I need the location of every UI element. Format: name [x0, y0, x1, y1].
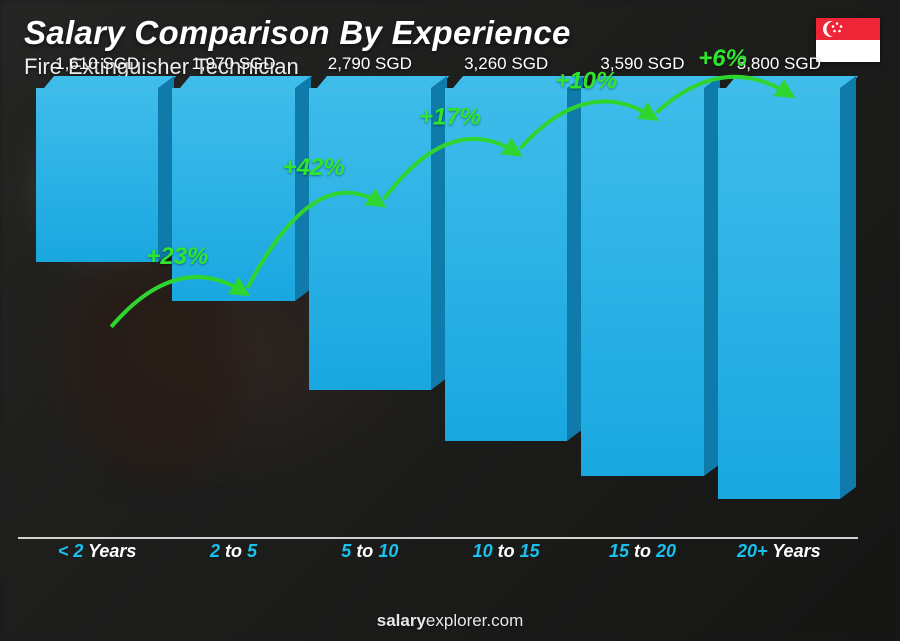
footer-brand-bold: salary — [377, 611, 426, 630]
bar-top-face — [726, 76, 858, 88]
bar-slot: 3,260 SGD — [445, 88, 567, 539]
bar: 3,800 SGD — [718, 88, 840, 499]
bar-top-face — [44, 76, 176, 88]
bar-slot: 1,970 SGD — [172, 88, 294, 539]
bar-front — [309, 88, 431, 390]
x-axis-label: 5 to 10 — [309, 541, 431, 569]
bar: 1,970 SGD — [172, 88, 294, 301]
x-axis-label: 2 to 5 — [172, 541, 294, 569]
x-axis-label: 15 to 20 — [581, 541, 703, 569]
bar-top-face — [180, 76, 312, 88]
bar-slot: 2,790 SGD — [309, 88, 431, 539]
bar-front — [172, 88, 294, 301]
bar-top-face — [453, 76, 585, 88]
bar-front — [581, 88, 703, 476]
bar: 1,610 SGD — [36, 88, 158, 262]
bar-value-label: 3,800 SGD — [693, 54, 864, 74]
bar-front — [445, 88, 567, 441]
x-axis-labels: < 2 Years 2 to 5 5 to 10 10 to 15 15 to 20 20… — [28, 541, 848, 569]
bar-slot: 3,800 SGD — [718, 88, 840, 539]
baseline — [18, 537, 858, 539]
footer-brand: salaryexplorer.com — [0, 611, 900, 631]
x-axis-label: 10 to 15 — [445, 541, 567, 569]
x-axis-label: 20+ Years — [718, 541, 840, 569]
bar-slot: 3,590 SGD — [581, 88, 703, 539]
bar-top-face — [589, 76, 721, 88]
bar-side-face — [840, 76, 856, 499]
bar-slot: 1,610 SGD — [36, 88, 158, 539]
bar: 2,790 SGD — [309, 88, 431, 390]
bars-container: 1,610 SGD1,970 SGD2,790 SGD3,260 SGD3,59… — [28, 88, 848, 539]
bar: 3,260 SGD — [445, 88, 567, 441]
x-axis-label: < 2 Years — [36, 541, 158, 569]
chart-title: Salary Comparison By Experience — [24, 14, 800, 52]
footer-brand-rest: explorer.com — [426, 611, 523, 630]
bar-front — [718, 88, 840, 499]
bar-top-face — [317, 76, 449, 88]
bar-front — [36, 88, 158, 262]
bar-chart: 1,610 SGD1,970 SGD2,790 SGD3,260 SGD3,59… — [28, 88, 848, 569]
bar: 3,590 SGD — [581, 88, 703, 476]
